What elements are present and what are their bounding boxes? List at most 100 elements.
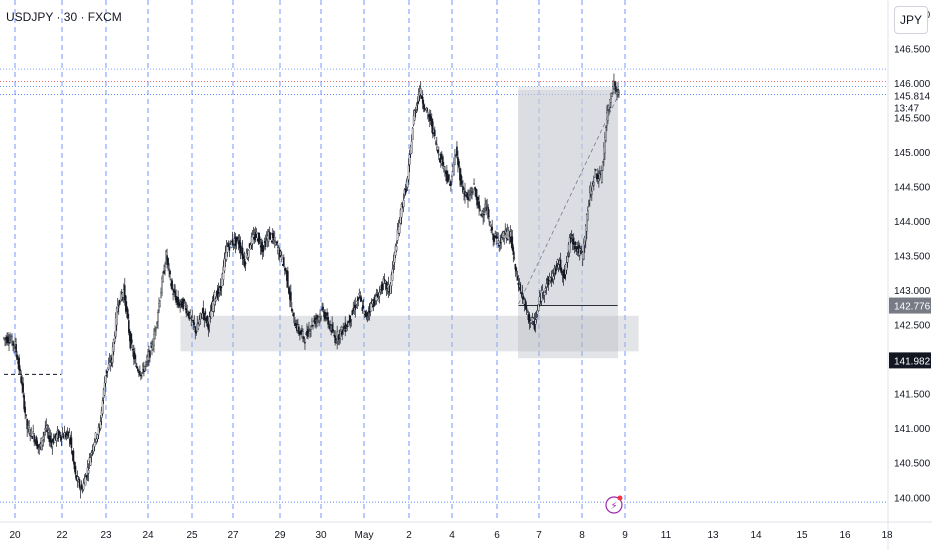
- candle-body: [92, 444, 95, 452]
- price-tick: 145.500: [894, 113, 931, 124]
- time-tick: May: [355, 530, 374, 541]
- candle-body: [498, 244, 501, 247]
- candle-body: [436, 144, 438, 149]
- candle-body: [557, 264, 560, 269]
- candle-body: [208, 316, 211, 326]
- candle-body: [42, 436, 45, 440]
- candle-body: [591, 190, 593, 195]
- price-tick: 142.500: [894, 321, 931, 332]
- candle-body: [227, 243, 230, 247]
- candle-body: [433, 130, 436, 136]
- candle-body: [127, 309, 129, 319]
- candle-body: [372, 305, 375, 307]
- currency-button[interactable]: JPY: [894, 6, 928, 34]
- candle-body: [216, 290, 219, 299]
- candle-body: [522, 296, 525, 300]
- time-tick: 27: [227, 530, 239, 541]
- candle-body: [555, 264, 558, 268]
- candle-body: [294, 323, 296, 326]
- candle-body: [534, 319, 537, 325]
- candle-body: [615, 86, 617, 92]
- candle-body: [204, 311, 207, 315]
- candle-body: [222, 266, 225, 280]
- candle-body: [586, 210, 589, 221]
- candle-body: [184, 304, 186, 307]
- candle-body: [104, 374, 107, 384]
- price-tick: 144.000: [894, 217, 931, 228]
- candle-body: [347, 322, 350, 327]
- candle-body: [94, 432, 97, 440]
- candle-body: [304, 342, 306, 344]
- candle-body: [538, 296, 541, 305]
- candle-body: [49, 435, 52, 442]
- time-tick: 24: [142, 530, 154, 541]
- candle-body: [493, 235, 495, 242]
- price-badge: [889, 297, 931, 314]
- candle-body: [45, 425, 48, 429]
- candle-body: [568, 237, 571, 253]
- candle-body: [364, 310, 367, 316]
- candle-body: [290, 291, 292, 302]
- candle-body: [497, 240, 500, 244]
- candle-body: [114, 317, 117, 337]
- candle-body: [82, 483, 85, 490]
- candle-body: [57, 431, 60, 439]
- candle-body: [547, 277, 550, 285]
- time-tick: 18: [881, 530, 893, 541]
- candle-body: [575, 246, 578, 252]
- candle-body: [554, 268, 557, 275]
- time-tick: 2: [406, 530, 412, 541]
- candle-body: [448, 174, 450, 180]
- candle-body: [23, 395, 25, 410]
- candle-body: [199, 312, 202, 320]
- candle-body: [560, 268, 563, 274]
- candle-body: [171, 280, 173, 290]
- candle-body: [160, 292, 162, 299]
- candle-body: [476, 197, 478, 206]
- candle-body: [516, 275, 519, 281]
- candle-body: [16, 354, 18, 360]
- price-badge: [889, 87, 931, 104]
- candle-body: [376, 294, 379, 298]
- candle-body: [220, 286, 223, 289]
- candle-body: [186, 310, 188, 312]
- candle-body: [59, 435, 62, 438]
- time-tick: 15: [796, 530, 808, 541]
- candle-body: [461, 181, 463, 184]
- candle-body: [28, 427, 30, 434]
- candle-body: [415, 104, 418, 110]
- candle-body: [228, 246, 231, 251]
- candle-body: [483, 213, 485, 216]
- candle-body: [545, 283, 548, 288]
- candle-body: [303, 336, 305, 340]
- candle-body: [368, 310, 371, 314]
- candle-body: [308, 328, 310, 331]
- candle-body: [215, 296, 218, 302]
- candle-body: [161, 278, 163, 294]
- zones: [180, 86, 639, 359]
- candle-body: [425, 107, 428, 111]
- candle-body: [134, 353, 136, 360]
- candle-body: [242, 256, 245, 259]
- candle-body: [494, 233, 496, 236]
- candle-body: [611, 93, 613, 97]
- candle-body: [22, 383, 24, 393]
- candle-body: [27, 425, 29, 429]
- time-tick: 13: [707, 530, 719, 541]
- candle-body: [402, 199, 405, 208]
- candle-body: [539, 300, 542, 303]
- horizontal-levels: [0, 0, 888, 518]
- candle-body: [172, 293, 174, 295]
- candle-body: [194, 326, 197, 333]
- price-tick: 143.000: [894, 286, 931, 297]
- candle-body: [163, 271, 165, 274]
- candle-body: [460, 174, 462, 185]
- candle-body: [281, 255, 283, 260]
- candle-body: [195, 331, 198, 334]
- candle-body: [373, 297, 376, 306]
- candle-body: [332, 329, 334, 332]
- candle-body: [50, 439, 53, 443]
- price-badge-label: 141.982: [894, 356, 931, 367]
- candle-body: [113, 335, 116, 343]
